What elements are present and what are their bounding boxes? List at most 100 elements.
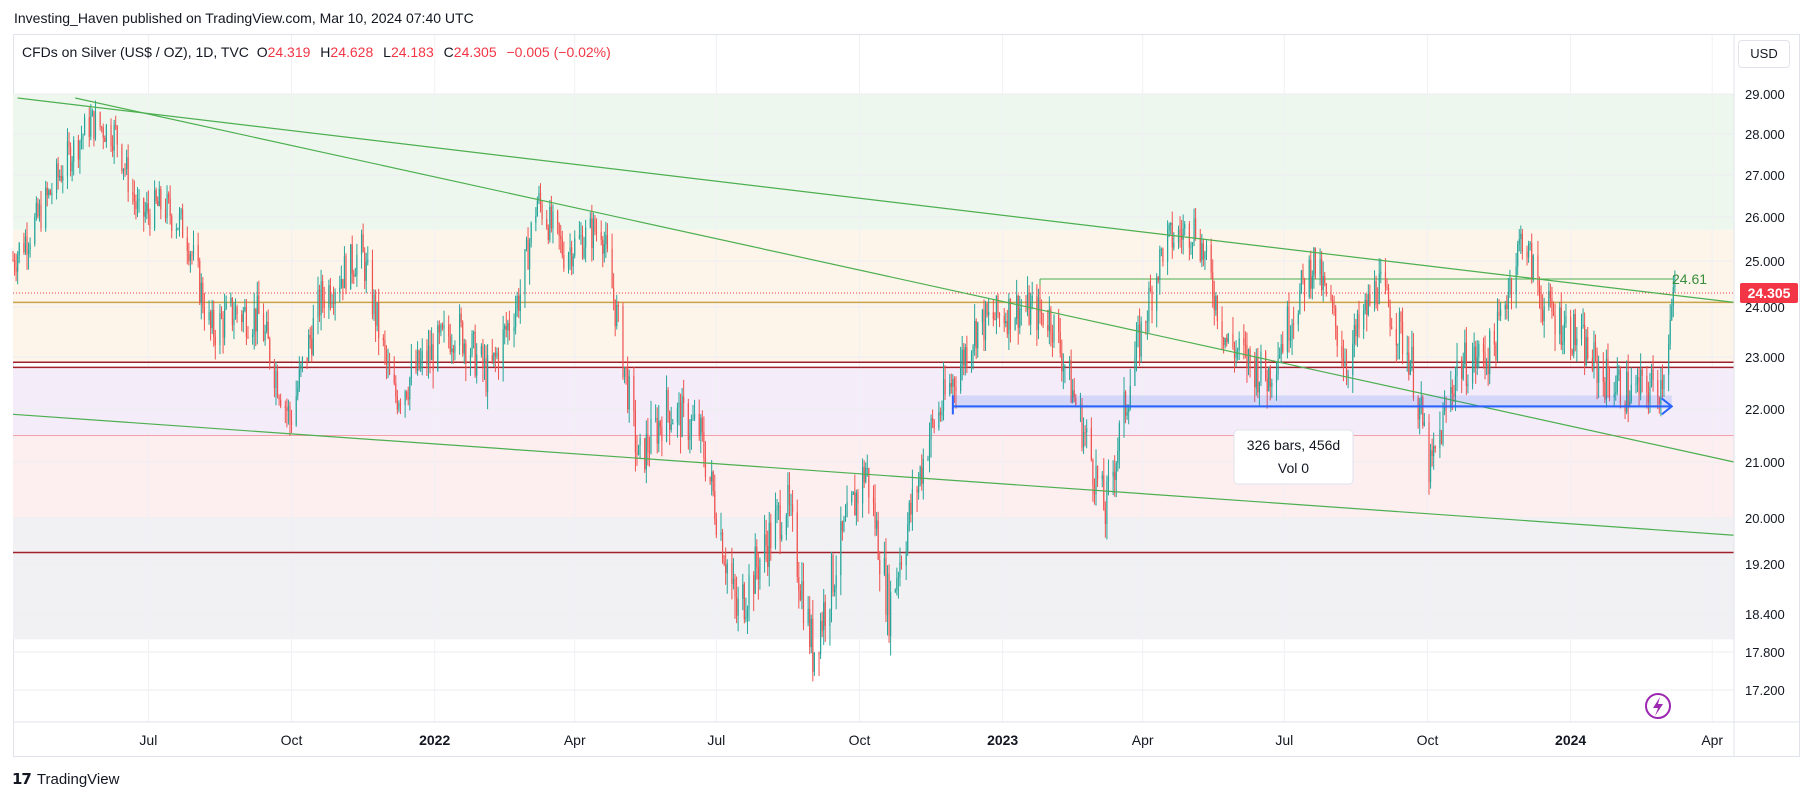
candle-body [122,168,125,172]
candle-body [1482,344,1485,353]
candle-body [23,243,25,253]
candle-body [527,239,529,270]
candle-body [852,492,854,495]
candle-body [872,497,875,503]
currency-button[interactable]: USD [1738,40,1790,68]
candle-body [600,232,602,241]
candle-body [603,244,605,254]
candle-body [105,125,107,143]
candle-body [963,349,965,366]
candle-body [1313,247,1315,277]
range-measure [951,395,1674,416]
candle-body [676,407,679,423]
candle-body [1213,296,1215,311]
candle-body [690,418,693,436]
candle-body [1134,357,1136,386]
candle-body [605,234,607,245]
candle-body [463,343,465,354]
candle-body [988,312,990,316]
candle-body [396,396,398,410]
footer-branding[interactable]: 17 TradingView [12,770,119,788]
y-tick-label: 25.000 [1745,254,1785,269]
axes: 29.000 28.000 27.000 26.000 25.000 24.000 23.0… [13,34,1800,757]
candle-body [382,337,384,341]
candle-body [1471,360,1474,384]
candle-body [1358,313,1360,330]
candle-body [625,366,627,369]
candle-body [1538,286,1541,293]
candle-body [1243,338,1245,345]
horizontal-levels [13,278,1734,554]
candle-body [1106,481,1108,525]
candle-body [1641,369,1643,376]
candle-body [1478,344,1480,358]
candle-body [1400,312,1402,322]
candle-body [1156,277,1158,311]
candle-body [1310,259,1312,289]
candle-body [356,254,358,276]
candle-body [222,317,224,338]
candle-body [451,348,453,352]
candle-body [395,383,397,397]
candle-body [1565,316,1567,324]
candle-body [1646,375,1648,393]
candle-body [1096,465,1099,480]
candle-body [972,346,974,353]
candle-body [1395,328,1397,346]
trendline-3 [12,413,1735,536]
candle-body [1473,346,1475,361]
candle-body [1003,315,1005,324]
candle-body [777,505,780,507]
candle-body [132,192,134,195]
candle-body [1627,371,1629,406]
candle-body [944,379,946,395]
candle-body [1423,422,1425,426]
candle-body [1061,353,1063,372]
candle-body [73,140,75,162]
candle-body [840,521,842,576]
candle-body [801,580,803,600]
candle-body [233,318,235,325]
candle-body [1635,382,1637,385]
candle-body [1075,397,1077,406]
candle-body [745,616,747,620]
open-label: O [256,44,268,60]
candle-body [1485,364,1488,366]
candle-body [29,243,31,250]
y-tick-label: 18.400 [1745,607,1785,622]
candle-body [862,466,864,504]
candle-body [1047,325,1049,331]
candle-body [404,391,406,406]
candle-body [734,578,736,598]
symbol-label[interactable]: CFDs on Silver (US$ / OZ), 1D, TVC [22,44,249,60]
candle-body [1137,324,1139,334]
candle-body [1380,271,1382,274]
candle-body [911,488,914,515]
candle-body [1048,309,1050,331]
candle-body [723,561,725,565]
candle-body [504,325,506,330]
candle-body [1378,273,1380,304]
candle-body [1375,281,1377,303]
candle-body [1325,283,1327,294]
candle-body [524,249,526,295]
y-tick-label: 22.000 [1745,402,1785,417]
lightning-icon[interactable] [1645,693,1671,719]
candle-body [1626,371,1628,412]
candle-body [1515,266,1517,295]
candle-body [345,256,347,290]
candle-body [1528,243,1530,258]
candle-body [247,336,249,338]
candle-body [180,209,182,214]
candle-body [13,259,16,268]
candle-body [829,609,831,627]
candle-body [483,358,486,368]
candle-body [977,322,979,349]
candle-body [1037,297,1040,330]
candle-body [1397,343,1399,346]
low-value: 24.183 [390,44,434,60]
candle-body [1520,233,1522,239]
candle-body [538,193,540,201]
candle-body [1663,374,1665,390]
